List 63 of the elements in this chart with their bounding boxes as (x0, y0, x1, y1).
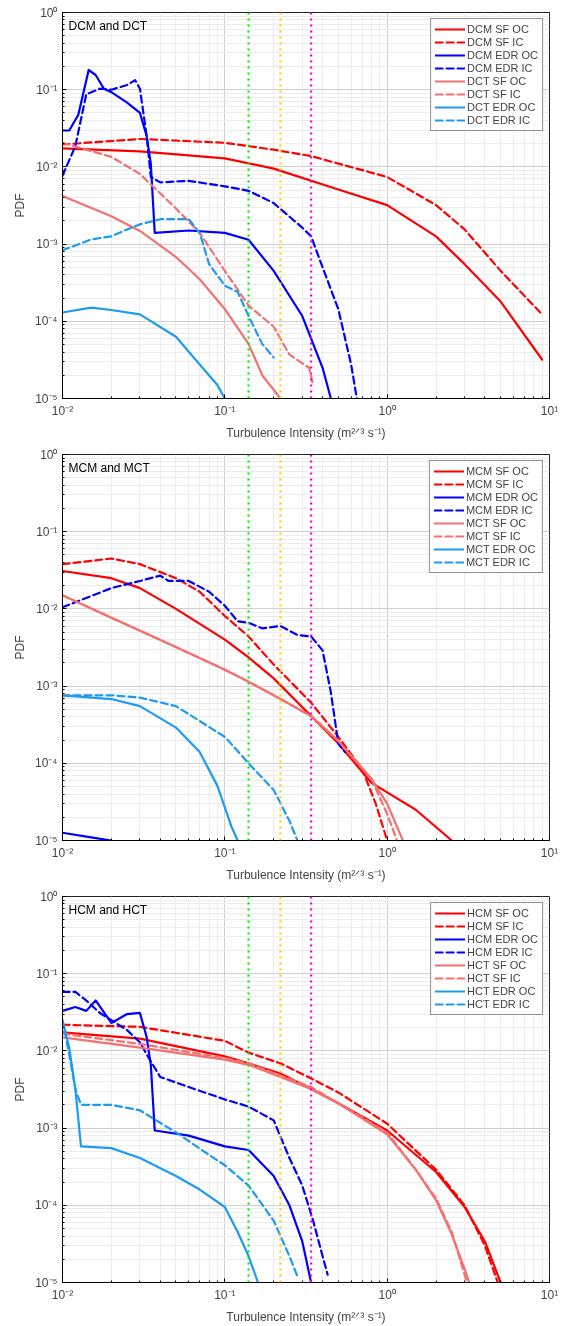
legend-label: DCT EDR IC (467, 114, 530, 126)
legend-label: HCT EDR IC (467, 998, 530, 1010)
y-tick-label: 10⁻³ (36, 237, 58, 252)
legend-label: DCM SF IC (467, 36, 524, 48)
legend-label: MCM EDR OC (465, 491, 538, 503)
legend-label: HCT SF OC (467, 959, 527, 971)
x-tick-label: 10⁻¹ (214, 403, 236, 418)
y-tick-label: 10⁻⁵ (35, 391, 58, 406)
y-tick-label: 10⁰ (40, 5, 58, 20)
x-tick-label: 10¹ (540, 1287, 559, 1302)
text: HCM and HCT (68, 902, 148, 917)
y-tick-label: 10⁻² (36, 601, 58, 616)
legend-label: HCM EDR OC (467, 933, 538, 945)
legend-label: MCM EDR IC (465, 504, 533, 516)
y-tick-label: 10⁻⁴ (35, 1198, 58, 1213)
legend-label: HCM EDR IC (467, 946, 533, 958)
legend-label: HCT SF IC (467, 972, 521, 984)
y-tick-label: 10⁻⁴ (35, 314, 58, 329)
x-axis-title: Turbulence Intensity (m²ᐟ³ s⁻¹) (226, 1309, 386, 1324)
legend-label: HCM SF IC (467, 920, 524, 932)
y-tick-label: 10⁻⁵ (35, 1275, 58, 1290)
text: MCM and MCT (68, 460, 151, 475)
legend-label: MCM SF IC (465, 478, 524, 490)
x-tick-label: 10⁰ (378, 403, 396, 418)
legend-label: MCM SF OC (465, 465, 529, 477)
y-tick-label: 10⁻² (36, 159, 58, 174)
y-tick-label: 10⁰ (40, 889, 58, 904)
legend-label: MCT EDR IC (465, 556, 530, 568)
y-tick-label: 10⁻⁴ (35, 756, 58, 771)
y-tick-label: 10⁻³ (36, 1121, 58, 1136)
legend-label: MCT SF OC (465, 517, 527, 529)
y-tick-label: 10⁻¹ (36, 524, 58, 539)
legend-label: HCT EDR OC (467, 985, 536, 997)
legend-label: HCM SF OC (467, 907, 529, 919)
y-tick-label: 10⁻¹ (36, 82, 58, 97)
y-tick-label: 10⁰ (40, 447, 58, 462)
y-tick-label: 10⁻⁵ (35, 833, 58, 848)
x-axis-title: Turbulence Intensity (m²ᐟ³ s⁻¹) (226, 867, 386, 882)
x-axis-title: Turbulence Intensity (m²ᐟ³ s⁻¹) (226, 425, 386, 440)
legend-label: MCT EDR OC (465, 543, 536, 555)
legend-label: DCM SF OC (467, 23, 529, 35)
x-tick-label: 10⁻² (51, 403, 74, 418)
legend-label: MCT SF IC (465, 530, 521, 542)
legend-label: DCT SF OC (467, 75, 527, 87)
legend-label: DCT SF IC (467, 88, 521, 100)
x-tick-label: 10⁰ (378, 845, 396, 860)
y-tick-label: 10⁻¹ (36, 966, 58, 981)
x-tick-label: 10¹ (540, 403, 559, 418)
y-axis-title: PDF (13, 1077, 27, 1102)
text: DCM and DCT (68, 18, 148, 33)
x-tick-label: 10⁰ (378, 1287, 396, 1302)
y-tick-label: 10⁻² (36, 1043, 58, 1058)
legend-label: DCM EDR OC (467, 49, 538, 61)
y-tick-label: 10⁻³ (36, 679, 58, 694)
y-axis-title: PDF (13, 193, 27, 218)
x-tick-label: 10¹ (540, 845, 559, 860)
y-axis-title: PDF (13, 635, 27, 660)
x-tick-label: 10⁻² (51, 1287, 74, 1302)
legend-label: DCM EDR IC (467, 62, 533, 74)
x-tick-label: 10⁻¹ (214, 1287, 236, 1302)
legend-label: DCT EDR OC (467, 101, 536, 113)
x-tick-label: 10⁻¹ (214, 845, 236, 860)
x-tick-label: 10⁻² (51, 845, 74, 860)
